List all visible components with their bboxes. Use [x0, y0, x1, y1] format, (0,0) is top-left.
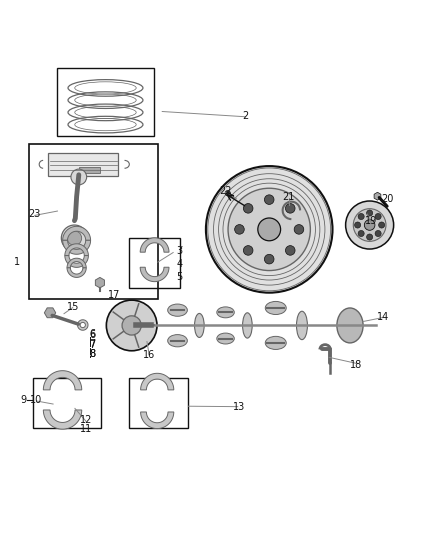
Text: 6: 6 — [89, 329, 95, 339]
Text: 5: 5 — [177, 272, 183, 282]
Circle shape — [378, 222, 385, 228]
Text: 1: 1 — [14, 257, 20, 267]
Text: 23: 23 — [28, 209, 41, 219]
Text: 14: 14 — [377, 312, 389, 322]
Ellipse shape — [168, 335, 187, 347]
Circle shape — [346, 201, 394, 249]
Text: 13: 13 — [233, 402, 245, 412]
Circle shape — [122, 316, 141, 335]
Ellipse shape — [168, 304, 187, 316]
Polygon shape — [65, 244, 88, 256]
Text: 11: 11 — [80, 424, 92, 434]
Circle shape — [61, 225, 88, 251]
Bar — [79, 167, 100, 173]
Bar — [57, 68, 153, 135]
Circle shape — [265, 195, 274, 205]
Text: 2: 2 — [242, 111, 248, 121]
Polygon shape — [65, 256, 88, 268]
Text: 12: 12 — [80, 415, 92, 425]
Polygon shape — [140, 238, 169, 252]
Circle shape — [367, 210, 373, 216]
Text: 20: 20 — [381, 194, 393, 204]
Circle shape — [67, 231, 81, 245]
Circle shape — [375, 214, 381, 220]
Circle shape — [294, 224, 304, 234]
Text: 16: 16 — [143, 350, 155, 360]
Circle shape — [358, 230, 364, 237]
Circle shape — [265, 254, 274, 264]
Ellipse shape — [243, 313, 252, 338]
Polygon shape — [140, 267, 169, 281]
Polygon shape — [43, 410, 82, 429]
Circle shape — [375, 230, 381, 237]
Ellipse shape — [337, 308, 363, 343]
Text: 15: 15 — [67, 302, 79, 312]
Circle shape — [367, 234, 373, 240]
FancyBboxPatch shape — [48, 152, 118, 176]
Text: 21: 21 — [283, 192, 295, 201]
Text: 22: 22 — [219, 187, 232, 196]
Circle shape — [286, 204, 295, 213]
Text: 6: 6 — [89, 330, 95, 340]
Bar — [33, 378, 101, 428]
Circle shape — [244, 246, 253, 255]
Polygon shape — [43, 370, 82, 390]
Text: 7: 7 — [89, 339, 95, 349]
Ellipse shape — [217, 307, 234, 318]
Circle shape — [355, 222, 360, 228]
Text: 4: 4 — [177, 260, 183, 269]
Ellipse shape — [265, 336, 286, 350]
Polygon shape — [67, 258, 86, 268]
Ellipse shape — [147, 313, 156, 338]
Circle shape — [235, 224, 244, 234]
Text: 10: 10 — [30, 394, 42, 405]
Text: 7: 7 — [89, 340, 95, 350]
Text: 8: 8 — [89, 349, 95, 359]
Circle shape — [353, 209, 386, 241]
Bar — [130, 378, 188, 428]
Ellipse shape — [297, 311, 307, 340]
Text: 18: 18 — [350, 360, 363, 370]
Polygon shape — [63, 240, 91, 254]
Ellipse shape — [194, 313, 204, 337]
Text: 8: 8 — [89, 349, 95, 359]
Bar — [29, 144, 158, 299]
Text: 3: 3 — [177, 246, 183, 256]
Circle shape — [364, 220, 375, 230]
Circle shape — [71, 169, 87, 185]
Polygon shape — [67, 268, 86, 277]
Text: 17: 17 — [108, 290, 120, 300]
Ellipse shape — [265, 302, 286, 314]
Polygon shape — [141, 412, 174, 429]
Text: 9: 9 — [20, 394, 26, 405]
Ellipse shape — [217, 333, 234, 344]
Text: 19: 19 — [365, 216, 377, 225]
Circle shape — [228, 188, 311, 271]
Circle shape — [244, 204, 253, 213]
Bar — [130, 238, 180, 288]
Polygon shape — [141, 373, 174, 390]
Circle shape — [106, 300, 157, 351]
Circle shape — [358, 214, 364, 220]
Circle shape — [206, 166, 332, 293]
Circle shape — [225, 190, 230, 196]
Circle shape — [258, 218, 281, 241]
Circle shape — [286, 246, 295, 255]
Polygon shape — [63, 227, 91, 240]
